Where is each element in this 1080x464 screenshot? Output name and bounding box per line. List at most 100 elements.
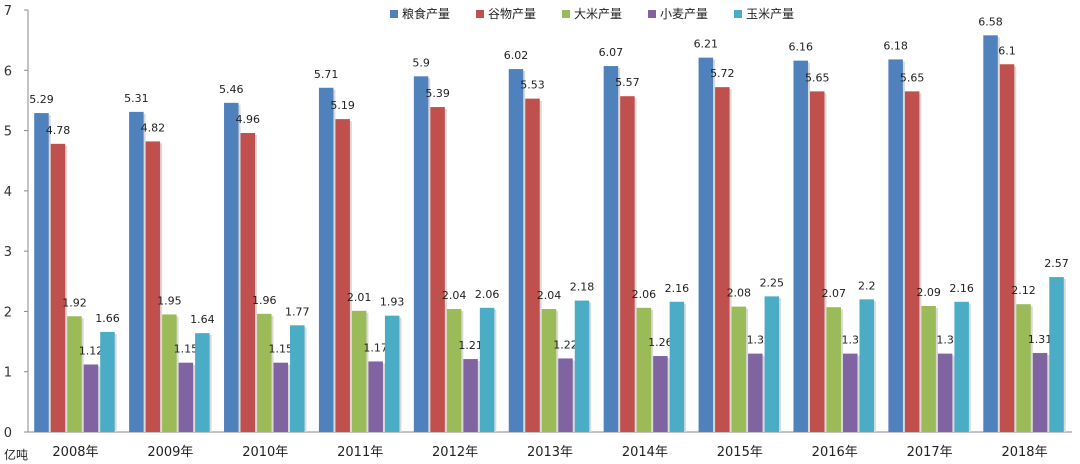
legend-swatch — [562, 9, 571, 18]
bar — [1032, 353, 1048, 432]
data-label: 1.92 — [62, 296, 87, 309]
bar — [1049, 277, 1064, 432]
y-axis-unit-label: 亿吨 — [4, 448, 29, 462]
bar — [50, 143, 66, 432]
data-label: 1.15 — [174, 343, 199, 356]
bar — [921, 306, 936, 432]
bar — [413, 76, 429, 433]
legend-item: 谷物产量 — [476, 5, 536, 22]
bar — [715, 87, 730, 432]
data-label: 6.21 — [694, 38, 719, 51]
data-label: 5.19 — [330, 99, 355, 112]
bar — [273, 362, 289, 432]
bar — [67, 316, 82, 432]
data-label: 1.26 — [648, 336, 673, 349]
data-label: 2.01 — [347, 291, 372, 304]
data-label: 1.93 — [380, 296, 405, 309]
data-label: 2.06 — [475, 288, 500, 301]
bar — [620, 96, 635, 433]
y-tick-label: 1 — [4, 366, 12, 381]
data-label: 6.18 — [883, 39, 908, 52]
bar — [525, 98, 540, 433]
data-label: 1.64 — [190, 313, 215, 326]
bar — [83, 364, 99, 432]
data-label: 1.12 — [79, 344, 104, 357]
bar — [463, 359, 478, 432]
data-label: 5.53 — [520, 79, 545, 92]
data-label: 2.04 — [537, 289, 562, 302]
bar — [859, 299, 874, 432]
bar — [257, 313, 272, 432]
data-label: 5.31 — [124, 92, 149, 105]
data-label: 1.21 — [458, 339, 483, 352]
bar — [318, 87, 334, 433]
bar — [842, 353, 858, 432]
bar — [748, 353, 763, 432]
bar — [999, 64, 1015, 432]
data-label: 5.46 — [219, 83, 244, 96]
data-label: 1.22 — [553, 338, 578, 351]
legend-swatch — [648, 9, 657, 18]
legend-label: 小麦产量 — [660, 7, 709, 21]
y-tick-label: 7 — [4, 4, 12, 19]
bar — [826, 307, 841, 432]
bar — [100, 331, 115, 432]
legend-item: 粮食产量 — [390, 5, 450, 22]
legend-swatch — [734, 9, 743, 18]
data-label: 6.07 — [599, 46, 624, 59]
bar — [636, 307, 652, 432]
bar — [240, 132, 256, 433]
legend-label: 玉米产量 — [746, 7, 795, 21]
bar — [430, 107, 445, 432]
data-label: 5.9 — [412, 56, 430, 69]
bar — [558, 358, 573, 432]
bar — [983, 35, 998, 432]
bar — [129, 111, 144, 432]
bar — [809, 91, 825, 432]
x-tick-label: 2016年 — [812, 445, 858, 460]
bar — [351, 310, 367, 432]
data-label: 6.1 — [998, 44, 1016, 57]
bar — [384, 315, 400, 432]
data-label: 2.12 — [1011, 284, 1036, 297]
x-tick-label: 2015年 — [717, 445, 763, 460]
data-label: 4.78 — [46, 124, 71, 137]
bar — [178, 362, 194, 432]
bar — [731, 306, 747, 432]
bar — [698, 57, 714, 433]
data-label: 2.04 — [442, 289, 467, 302]
data-label: 1.31 — [1028, 333, 1053, 346]
data-label: 5.71 — [314, 68, 339, 81]
x-tick-label: 2012年 — [432, 445, 478, 460]
x-tick-label: 2010年 — [242, 445, 288, 460]
data-label: 2.25 — [760, 276, 785, 289]
legend-label: 大米产量 — [574, 7, 623, 21]
legend-item: 小麦产量 — [648, 5, 708, 22]
bar — [669, 301, 685, 432]
bar — [574, 300, 590, 432]
y-tick-label: 6 — [4, 64, 12, 79]
data-label: 6.58 — [978, 15, 1003, 28]
bar — [764, 296, 780, 432]
y-tick-label: 2 — [4, 305, 12, 320]
bar — [954, 301, 969, 432]
data-label: 2.57 — [1044, 257, 1069, 270]
bar — [195, 333, 210, 432]
bar — [603, 66, 619, 433]
bar — [479, 307, 495, 432]
bar — [145, 141, 161, 432]
bar — [541, 309, 557, 432]
data-label: 4.82 — [141, 121, 166, 134]
data-label: 1.3 — [747, 334, 765, 347]
bar — [904, 91, 920, 432]
data-label: 4.96 — [236, 113, 261, 126]
data-label: 5.57 — [615, 76, 640, 89]
data-label: 2.08 — [727, 287, 752, 300]
y-tick-label: 4 — [4, 185, 12, 200]
x-tick-label: 2014年 — [622, 445, 668, 460]
data-label: 2.07 — [821, 287, 846, 300]
bar — [793, 60, 808, 432]
data-label: 6.02 — [504, 49, 529, 62]
bar — [446, 309, 462, 432]
data-label: 5.72 — [710, 67, 735, 80]
